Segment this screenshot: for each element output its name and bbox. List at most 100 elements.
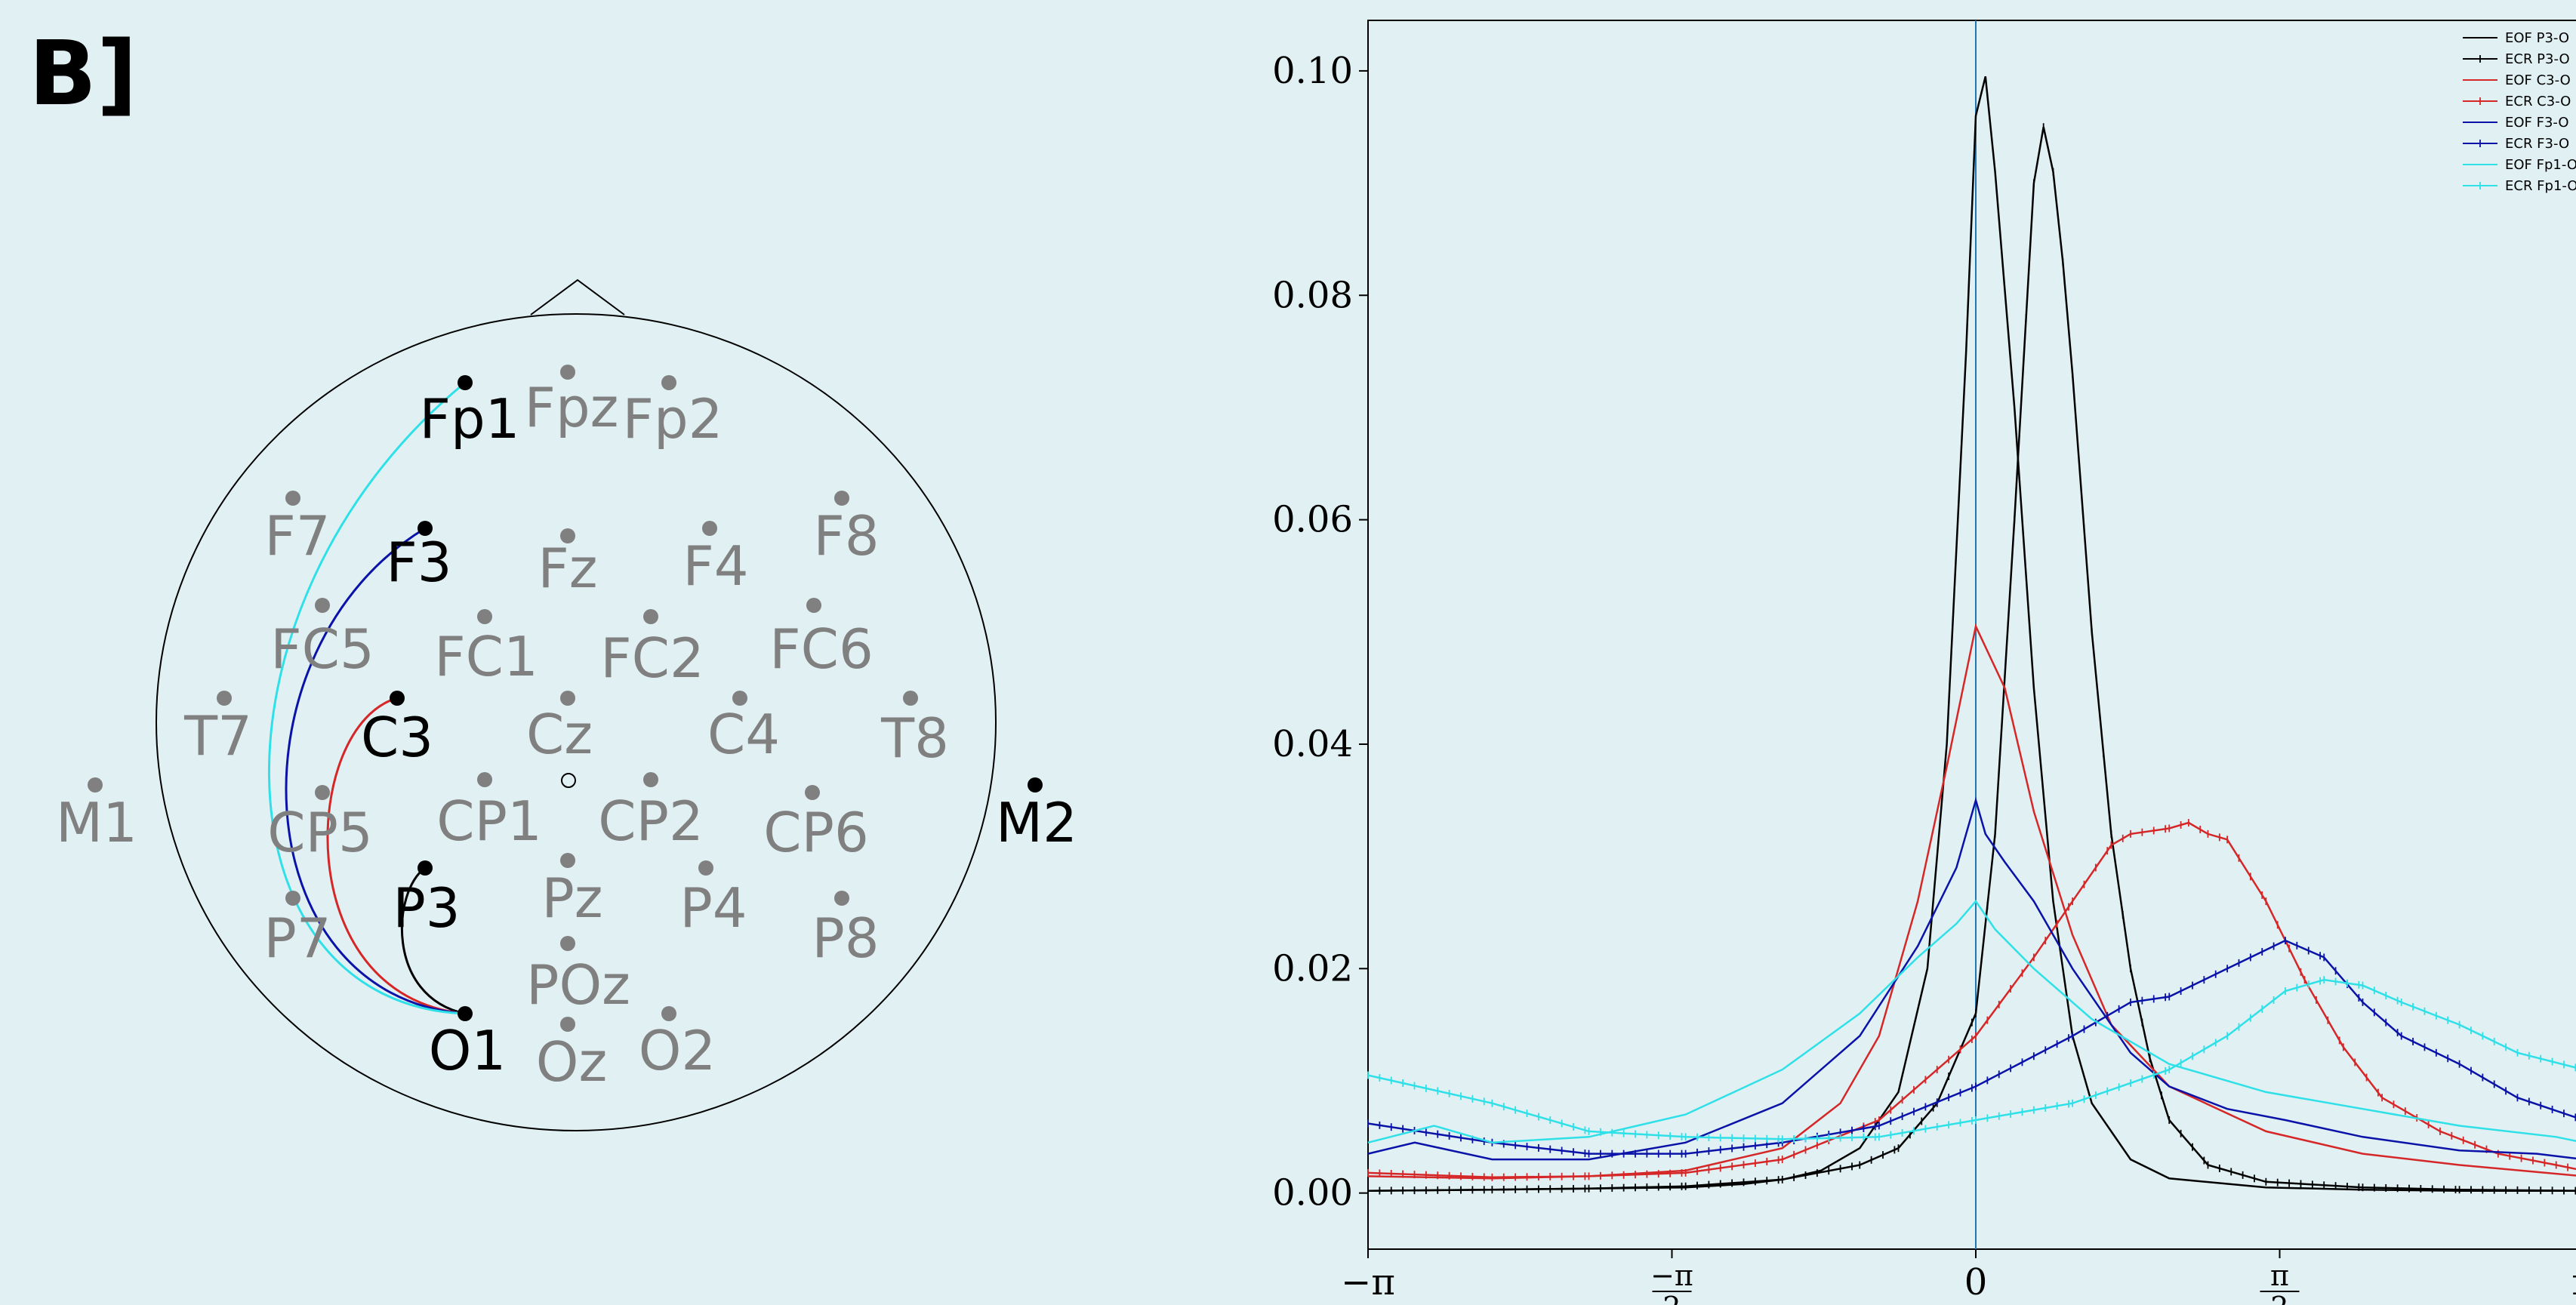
electrode-label: Cz: [526, 703, 593, 766]
electrode-fc5: FC5: [270, 598, 374, 681]
electrode-dot: [732, 691, 747, 706]
series-ecr-p3-o: [1367, 123, 2576, 1195]
electrode-dot: [315, 785, 330, 800]
connection-fp1-o1: [267, 381, 466, 1015]
electrode-label: Fp1: [420, 387, 520, 451]
electrode-label: CP1: [436, 789, 542, 853]
series-ecr-c3-o: [1367, 819, 2576, 1181]
electrode-dot: [477, 772, 492, 787]
y-tick-label: 0.06: [1272, 499, 1353, 541]
electrode-label: M1: [56, 791, 137, 854]
electrode-dot: [661, 1006, 676, 1021]
electrode-dot: [903, 691, 918, 706]
electrode-oz: Oz: [536, 1017, 607, 1094]
electrode-label: O2: [639, 1019, 716, 1082]
series-line: [1367, 76, 2576, 1192]
electrode-label: P7: [263, 906, 331, 970]
electrode-fp1: Fp1: [420, 375, 520, 451]
electrode-cp6: CP6: [763, 785, 869, 864]
electrode-label: Fpz: [525, 376, 619, 439]
electrode-fc6: FC6: [769, 598, 874, 681]
x-tick-label: π: [2571, 1261, 2576, 1303]
electrode-fc1: FC1: [434, 609, 538, 688]
electrode-p8: P8: [812, 891, 880, 970]
head-circle: [156, 313, 997, 1131]
legend-entry: EOF F3-O: [2463, 115, 2569, 131]
electrodes: Fp1 Fpz Fp2 F7 F3 Fz F4 F8 FC5 FC1 FC2 FC6 T7 C3 Cz C4 T…: [56, 365, 1077, 1094]
series-line: [1367, 796, 2576, 1161]
electrode-label: CP6: [763, 801, 869, 864]
connection-f3-o1: [285, 527, 466, 1015]
electrode-dot: [285, 491, 300, 506]
electrode-label: P3: [393, 876, 460, 940]
x-tick-label: −π2: [1650, 1259, 1693, 1305]
electrode-label: O1: [429, 1019, 506, 1082]
electrode-dot: [805, 785, 820, 800]
electrode-p3: P3: [393, 860, 461, 940]
head-outline: [156, 279, 997, 1131]
electrode-f7: F7: [264, 491, 331, 568]
legend-label: ECR C3-O: [2505, 94, 2571, 109]
electrode-dot: [285, 891, 300, 906]
electrode-fpz: Fpz: [525, 365, 619, 439]
electrode-poz: POz: [526, 936, 630, 1017]
svg-text:2: 2: [1662, 1291, 1681, 1305]
electrode-cp2: CP2: [598, 772, 704, 853]
electrode-dot: [477, 609, 492, 624]
y-tick-label: 0.04: [1272, 723, 1353, 765]
legend-label: ECR Fp1-O: [2505, 178, 2576, 194]
series-eof-c3-o: [1367, 623, 2576, 1180]
electrode-dot: [390, 691, 405, 706]
legend-label: EOF Fp1-O: [2505, 157, 2576, 173]
svg-text:π: π: [2270, 1259, 2289, 1292]
electrode-fz: Fz: [538, 528, 598, 600]
electrode-dot: [834, 491, 849, 506]
electrode-t7: T7: [183, 691, 252, 768]
electrode-label: FC6: [769, 617, 874, 681]
electrode-label: P8: [812, 906, 879, 970]
legend-label: ECR P3-O: [2505, 51, 2570, 67]
series-line: [1367, 623, 2576, 1180]
electrode-dot: [560, 528, 575, 543]
electrode-label: FC2: [600, 626, 704, 690]
electrode-dot: [88, 777, 103, 793]
electrode-dot: [315, 598, 330, 613]
electrode-dot: [217, 691, 232, 706]
electrode-f8: F8: [813, 491, 880, 568]
legend-label: ECR F3-O: [2505, 136, 2569, 152]
electrode-o1: O1: [429, 1006, 506, 1082]
series-eof-p3-o: [1367, 76, 2576, 1192]
electrode-fc2: FC2: [600, 609, 704, 690]
panel-label: B]: [29, 21, 137, 125]
electrode-label: Pz: [541, 866, 602, 930]
connection-p3-o1: [401, 866, 466, 1015]
electrode-label: C3: [361, 706, 433, 769]
electrode-label: FC1: [434, 625, 538, 688]
electrode-t8: T8: [880, 691, 949, 770]
legend-entry: ECR F3-O: [2463, 136, 2569, 152]
electrode-dot: [702, 521, 717, 536]
electrode-dot: [560, 853, 575, 868]
x-tick-label: −π: [1341, 1261, 1395, 1303]
electrode-label: T7: [183, 704, 252, 768]
y-tick-label: 0.10: [1272, 50, 1353, 92]
legend-label: EOF F3-O: [2505, 115, 2569, 131]
plot-series: [1367, 76, 2576, 1195]
series-eof-fp1-o: [1367, 900, 2576, 1144]
x-tick-label: π2: [2260, 1259, 2300, 1305]
electrode-dot: [458, 1006, 473, 1021]
electrode-fp2: Fp2: [623, 375, 723, 451]
electrode-dot: [1028, 777, 1043, 793]
electrode-dot: [458, 375, 473, 390]
legend-label: EOF P3-O: [2505, 30, 2569, 46]
electrode-dot: [560, 365, 575, 380]
electrode-cp1: CP1: [436, 772, 542, 853]
electrode-dot: [643, 772, 658, 787]
electrode-label: Fp2: [623, 387, 723, 451]
y-tick-label: 0.00: [1272, 1172, 1353, 1214]
electrode-label: T8: [880, 706, 949, 770]
electrode-head-map: Fp1 Fpz Fp2 F7 F3 Fz F4 F8 FC5 FC1 FC2 FC6 T7 C3 Cz C4 T…: [56, 279, 1077, 1131]
legend-entry: ECR Fp1-O: [2463, 178, 2576, 194]
legend-entry: EOF C3-O: [2463, 72, 2571, 88]
series-line: [1367, 900, 2576, 1144]
